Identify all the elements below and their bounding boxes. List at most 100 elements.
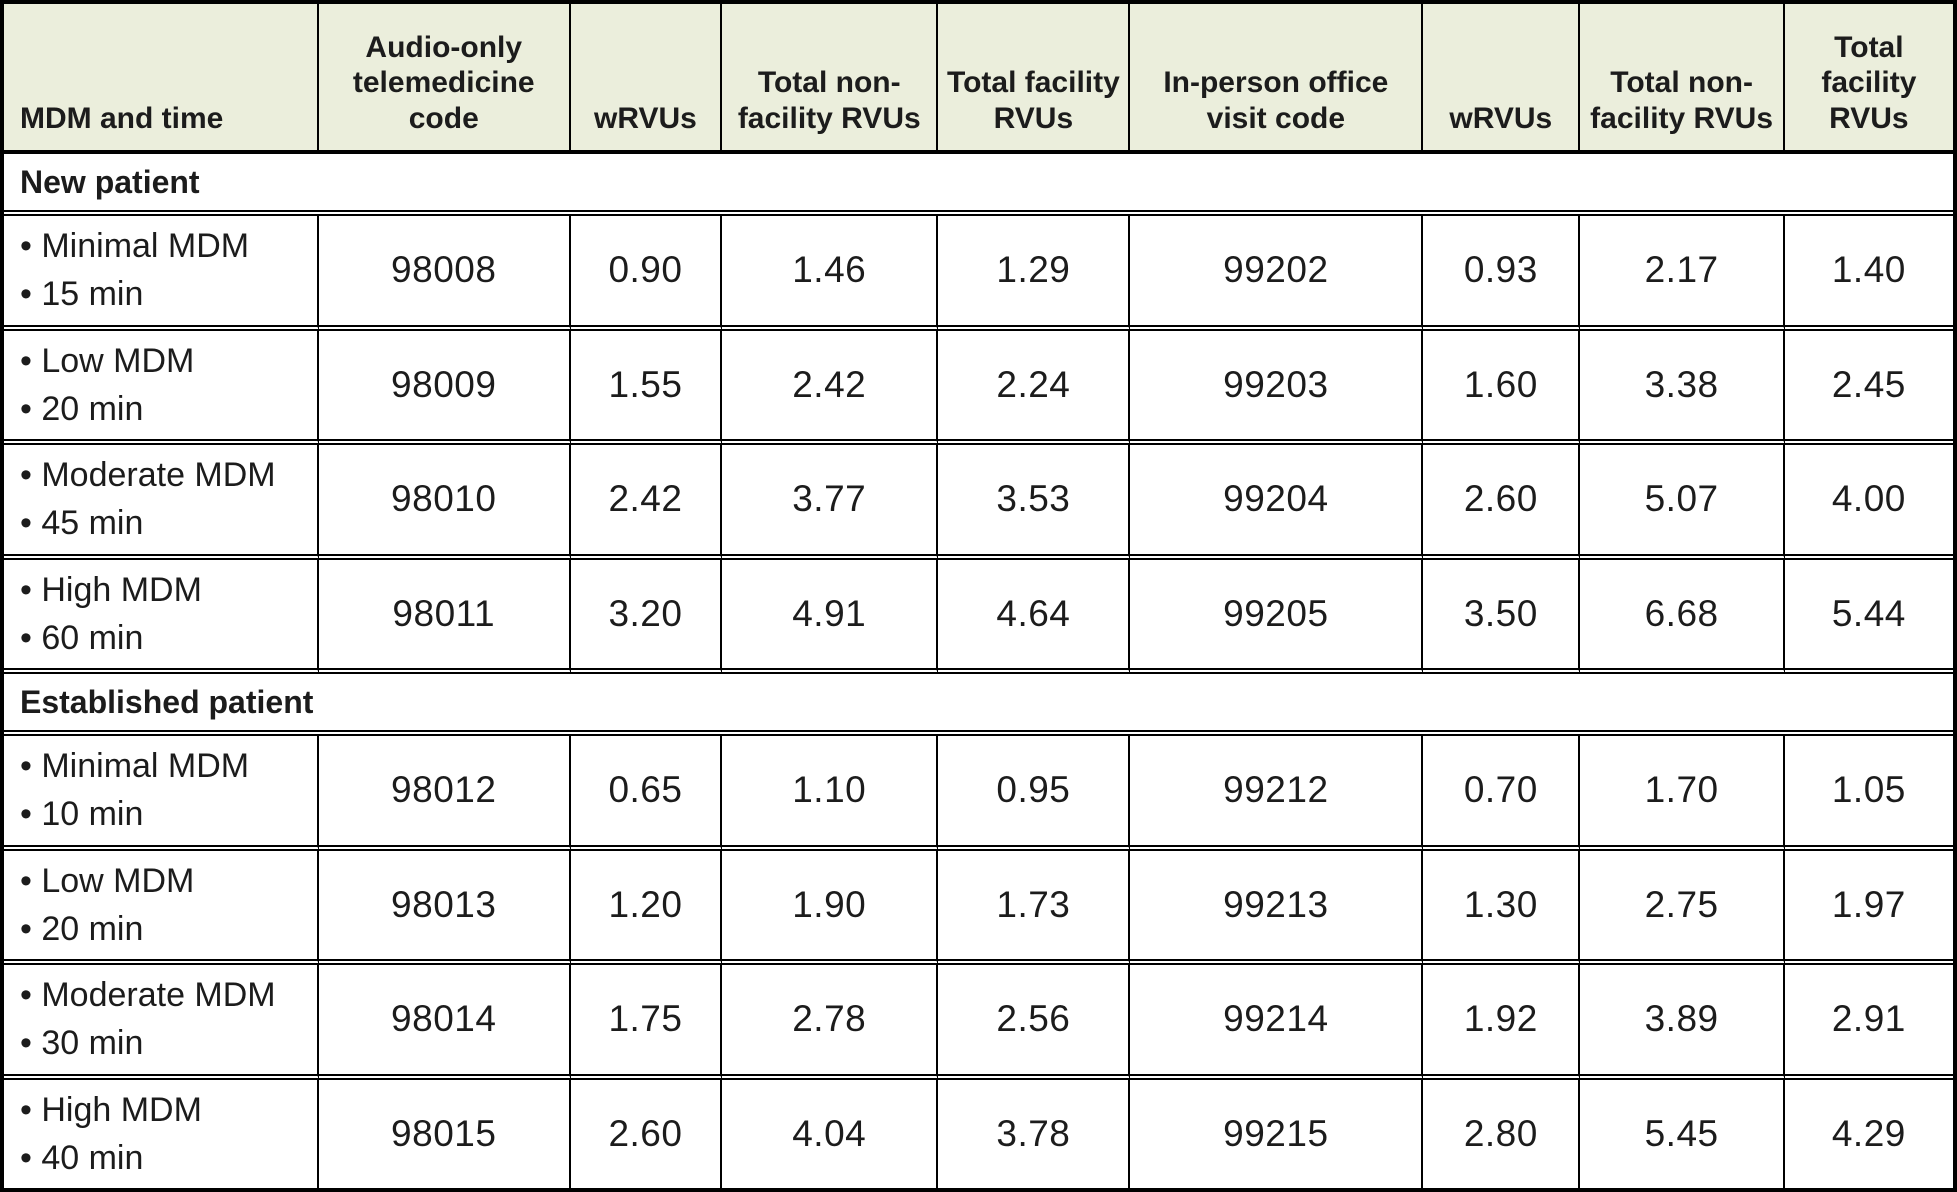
value-cell: 1.73 — [938, 850, 1131, 966]
mdm-time-cell: • Low MDM • 20 min — [4, 330, 319, 446]
value-cell: 3.38 — [1580, 330, 1785, 446]
value-cell: 5.07 — [1580, 445, 1785, 560]
table-row: • Low MDM • 20 min 98013 1.20 1.90 1.73 99213 1… — [4, 850, 1953, 966]
column-header: In-person office visit code — [1130, 4, 1424, 154]
value-cell: 4.91 — [722, 559, 939, 675]
column-header: Total non-facility RVUs — [722, 4, 939, 154]
column-header: Total facility RVUs — [938, 4, 1131, 154]
mdm-time-cell: • High MDM • 60 min — [4, 559, 319, 675]
value-cell: 99212 — [1130, 736, 1424, 851]
value-cell: 2.60 — [570, 1079, 723, 1189]
value-cell: 3.78 — [938, 1079, 1131, 1189]
value-cell: 2.80 — [1423, 1079, 1581, 1189]
value-cell: 5.45 — [1580, 1079, 1785, 1189]
value-cell: 3.53 — [938, 445, 1131, 560]
table-header: MDM and time Audio-only telemedicine code… — [4, 4, 1953, 154]
value-cell: 99202 — [1130, 216, 1424, 331]
value-cell: 98010 — [318, 445, 571, 560]
section-row: Established patient — [4, 674, 1953, 737]
value-cell: 3.89 — [1580, 965, 1785, 1080]
value-cell: 2.42 — [570, 445, 723, 560]
mdm-time-line: • Low MDM — [20, 861, 195, 900]
value-cell: 2.56 — [938, 965, 1131, 1080]
value-cell: 1.10 — [722, 736, 939, 851]
value-cell: 3.77 — [722, 445, 939, 560]
value-cell: 1.46 — [722, 216, 939, 331]
column-header: Total facility RVUs — [1784, 4, 1953, 154]
value-cell: 1.92 — [1423, 965, 1581, 1080]
column-header: wRVUs — [1423, 4, 1581, 154]
value-cell: 98008 — [318, 216, 571, 331]
mdm-time-line: • Moderate MDM — [20, 456, 276, 495]
value-cell: 3.20 — [570, 559, 723, 675]
value-cell: 98011 — [318, 559, 571, 675]
value-cell: 2.91 — [1784, 965, 1953, 1080]
mdm-time-line: • 20 min — [20, 909, 144, 948]
value-cell: 0.70 — [1423, 736, 1581, 851]
section-label: Established patient — [4, 674, 1953, 737]
value-cell: 2.17 — [1580, 216, 1785, 331]
value-cell: 1.29 — [938, 216, 1131, 331]
value-cell: 0.65 — [570, 736, 723, 851]
value-cell: 1.70 — [1580, 736, 1785, 851]
value-cell: 98009 — [318, 330, 571, 446]
mdm-time-line: • 45 min — [20, 504, 144, 543]
value-cell: 0.95 — [938, 736, 1131, 851]
value-cell: 2.78 — [722, 965, 939, 1080]
value-cell: 99203 — [1130, 330, 1424, 446]
mdm-time-cell: • Low MDM • 20 min — [4, 850, 319, 966]
value-cell: 99215 — [1130, 1079, 1424, 1189]
table-row: • Moderate MDM • 45 min 98010 2.42 3.77 3.53 9… — [4, 445, 1953, 560]
mdm-time-cell: • High MDM • 40 min — [4, 1079, 319, 1189]
table-row: • Low MDM • 20 min 98009 1.55 2.42 2.24 99203 1… — [4, 330, 1953, 446]
value-cell: 2.45 — [1784, 330, 1953, 446]
section-row: New patient — [4, 154, 1953, 216]
value-cell: 1.60 — [1423, 330, 1581, 446]
mdm-time-line: • Low MDM — [20, 341, 195, 380]
value-cell: 98012 — [318, 736, 571, 851]
value-cell: 4.04 — [722, 1079, 939, 1189]
table-row: • Minimal MDM • 15 min 98008 0.90 1.46 1.29 99… — [4, 216, 1953, 331]
value-cell: 0.93 — [1423, 216, 1581, 331]
mdm-time-line: • 40 min — [20, 1138, 144, 1177]
value-cell: 1.05 — [1784, 736, 1953, 851]
value-cell: 3.50 — [1423, 559, 1581, 675]
value-cell: 1.55 — [570, 330, 723, 446]
value-cell: 99204 — [1130, 445, 1424, 560]
value-cell: 2.60 — [1423, 445, 1581, 560]
column-header: MDM and time — [4, 4, 319, 154]
mdm-time-line: • High MDM — [20, 1090, 202, 1129]
column-header: Total non-facility RVUs — [1580, 4, 1785, 154]
value-cell: 1.30 — [1423, 850, 1581, 966]
value-cell: 1.97 — [1784, 850, 1953, 966]
value-cell: 99205 — [1130, 559, 1424, 675]
section-label: New patient — [4, 154, 1953, 216]
value-cell: 99213 — [1130, 850, 1424, 966]
column-header: Audio-only telemedicine code — [318, 4, 571, 154]
value-cell: 98013 — [318, 850, 571, 966]
value-cell: 98015 — [318, 1079, 571, 1189]
mdm-time-cell: • Moderate MDM • 45 min — [4, 445, 319, 560]
mdm-time-line: • Moderate MDM — [20, 976, 276, 1015]
mdm-time-line: • High MDM — [20, 570, 202, 609]
value-cell: 2.42 — [722, 330, 939, 446]
mdm-time-cell: • Moderate MDM • 30 min — [4, 965, 319, 1080]
value-cell: 4.29 — [1784, 1079, 1953, 1189]
value-cell: 98014 — [318, 965, 571, 1080]
mdm-time-line: • 20 min — [20, 389, 144, 428]
value-cell: 6.68 — [1580, 559, 1785, 675]
mdm-time-line: • 10 min — [20, 795, 144, 834]
value-cell: 1.90 — [722, 850, 939, 966]
mdm-time-line: • 60 min — [20, 618, 144, 657]
header-row: MDM and time Audio-only telemedicine code… — [4, 4, 1953, 154]
value-cell: 5.44 — [1784, 559, 1953, 675]
value-cell: 4.64 — [938, 559, 1131, 675]
value-cell: 1.20 — [570, 850, 723, 966]
mdm-time-line: • Minimal MDM — [20, 747, 250, 786]
table-body: New patient • Minimal MDM • 15 min 98008 0.9… — [4, 154, 1953, 1189]
value-cell: 4.00 — [1784, 445, 1953, 560]
mdm-time-line: • Minimal MDM — [20, 227, 250, 265]
table-row: • High MDM • 60 min 98011 3.20 4.91 4.64 99205… — [4, 559, 1953, 675]
